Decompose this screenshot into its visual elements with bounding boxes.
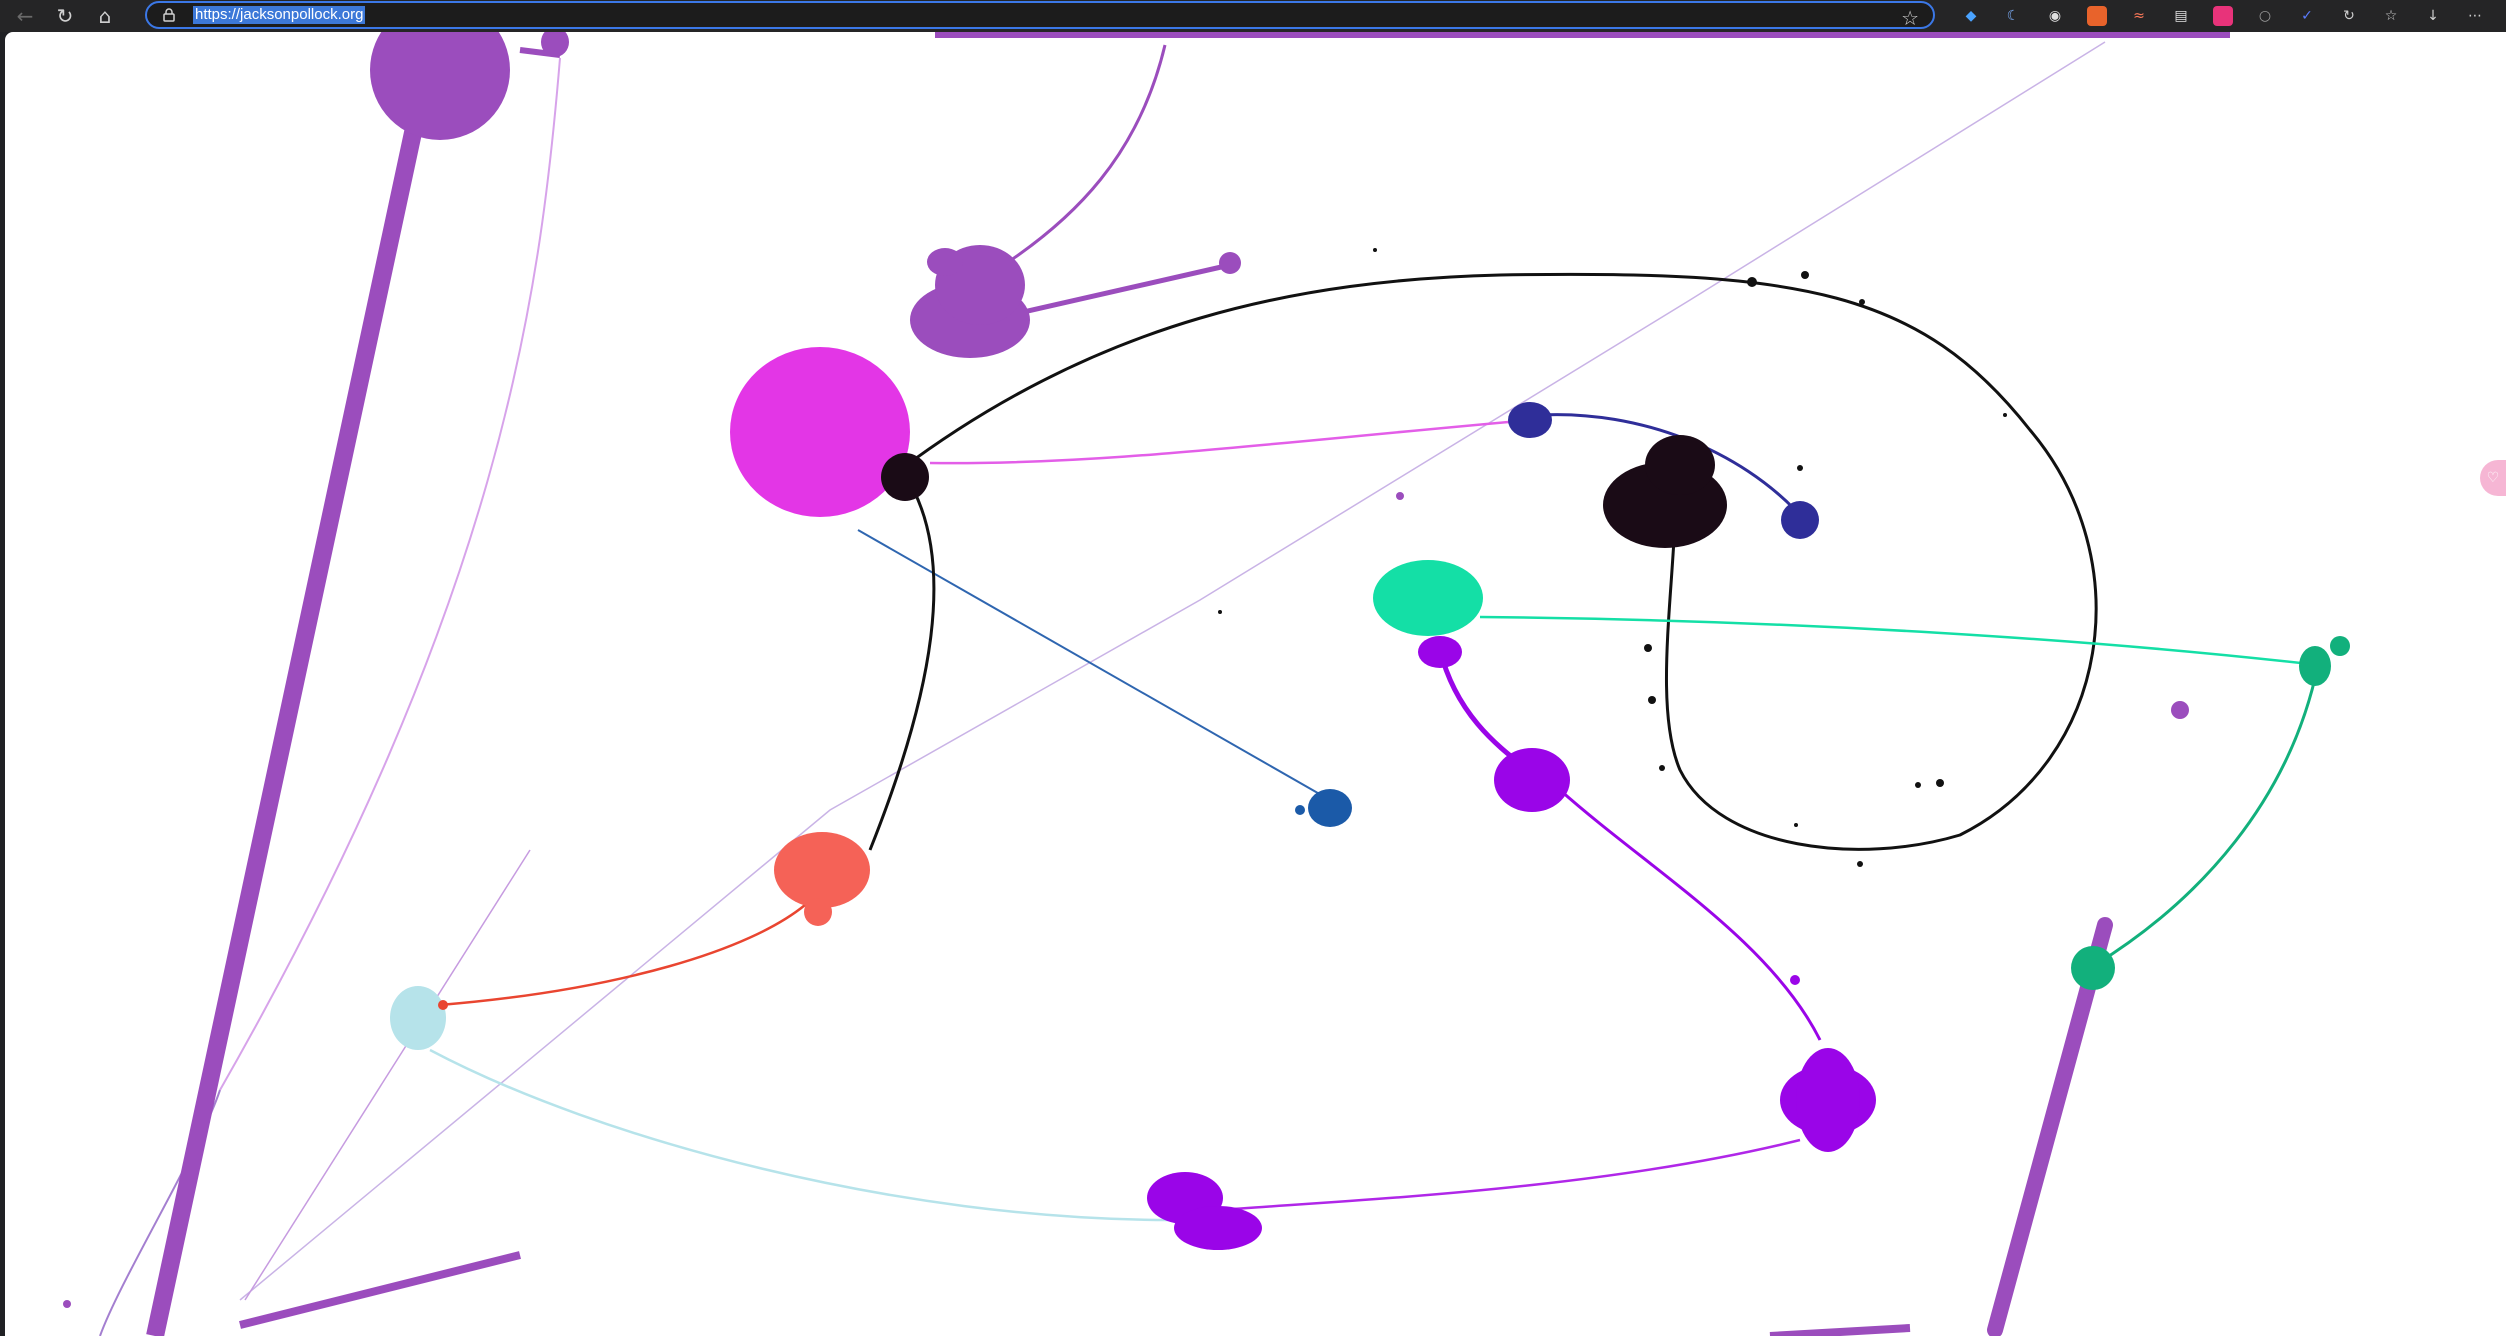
paint-drip: [244, 849, 531, 1301]
star-icon[interactable]: ☆: [1901, 6, 1919, 30]
paint-blob: [1796, 1048, 1860, 1152]
lock-icon[interactable]: [161, 7, 177, 23]
back-button[interactable]: ←: [10, 2, 40, 30]
paint-drip: [239, 41, 2106, 1301]
paint-blob: [2071, 946, 2115, 990]
paint-blob: [1308, 789, 1352, 827]
crescent-extension-icon[interactable]: ☾: [2006, 8, 2020, 24]
side-panel-badge[interactable]: ♡: [2480, 460, 2506, 496]
paint-blob: [804, 898, 832, 926]
paint-blob: [390, 986, 446, 1050]
paint-artwork[interactable]: [5, 32, 2506, 1336]
paint-blob: [541, 32, 569, 57]
paint-blob: [1219, 252, 1241, 274]
paint-drip: [929, 418, 1531, 465]
favorites-icon[interactable]: ☆: [2384, 8, 2398, 24]
checkmark-extension-icon[interactable]: ✓: [2301, 8, 2313, 24]
paint-drip: [1009, 262, 1231, 318]
photo-extension-icon[interactable]: [2213, 6, 2233, 26]
paint-stroke: [1987, 917, 2113, 1336]
document-extension-icon[interactable]: ▤: [2174, 8, 2188, 24]
paint-stroke: [1769, 1324, 1911, 1336]
paint-blob: [1373, 560, 1483, 636]
paint-blob: [927, 248, 963, 276]
paint-drip: [2094, 664, 2320, 967]
paint-drip: [899, 272, 2098, 851]
paint-blob: [1508, 402, 1552, 438]
paint-blob: [1494, 748, 1570, 812]
paint-blob: [730, 347, 910, 517]
back-arrow-icon: ←: [16, 4, 34, 28]
paint-blob: [1396, 492, 1404, 500]
paint-drip: [857, 529, 1331, 801]
refresh-button[interactable]: ↻: [50, 2, 80, 30]
browser-toolbar: ← ↻ ⌂ https://jacksonpollock.org ☆ ◆ ☾ ◉…: [0, 0, 2506, 32]
paint-blob: [2299, 646, 2331, 686]
lock-extension-icon[interactable]: ○: [2258, 8, 2272, 24]
paint-blob: [1781, 501, 1819, 539]
address-bar[interactable]: https://jacksonpollock.org ☆: [145, 1, 1935, 30]
paint-drip: [868, 474, 936, 851]
paint-blob: [881, 453, 929, 501]
paint-drip: [1559, 788, 1822, 1041]
gem-extension-icon[interactable]: ◆: [1965, 8, 1977, 24]
painting-canvas[interactable]: ♡: [5, 32, 2506, 1336]
home-button[interactable]: ⌂: [90, 2, 120, 30]
signature-extension-icon[interactable]: ≈: [2133, 8, 2145, 24]
heart-icon: ♡: [2486, 470, 2500, 486]
firefox-extension-icon[interactable]: [2087, 6, 2107, 26]
paint-stroke: [146, 98, 429, 1336]
extensions-bar: ◆ ☾ ◉ ≈ ▤ ○ ✓ ↻ ☆ ↓ ⋯: [1950, 0, 2496, 32]
paint-drip: [1479, 615, 2319, 667]
paint-drip: [429, 1048, 1171, 1222]
paint-blob: [63, 1300, 71, 1308]
paint-drip: [219, 57, 561, 1091]
more-menu-icon[interactable]: ⋯: [2468, 8, 2482, 24]
refresh-icon: ↻: [56, 4, 74, 28]
paint-blob: [438, 1000, 448, 1010]
paint-splatter: [1218, 248, 2007, 867]
paint-blob: [370, 32, 510, 140]
paint-stroke: [239, 1251, 521, 1329]
paint-blob: [774, 832, 870, 908]
paint-blob: [1174, 1206, 1262, 1250]
paint-blob: [1790, 975, 1800, 985]
paint-drip: [979, 44, 1167, 282]
paint-blob: [1418, 636, 1462, 668]
home-icon: ⌂: [98, 4, 112, 28]
shield-extension-icon[interactable]: ◉: [2048, 8, 2062, 24]
paint-blob: [1645, 435, 1715, 495]
paint-blob: [2330, 636, 2350, 656]
sync-icon[interactable]: ↻: [2343, 8, 2355, 24]
paint-drip: [439, 904, 806, 1007]
downloads-icon[interactable]: ↓: [2427, 8, 2439, 24]
url-text[interactable]: https://jacksonpollock.org: [193, 6, 366, 24]
paint-blob: [1295, 805, 1305, 815]
paint-drip: [1219, 1138, 1801, 1212]
paint-blob: [2171, 701, 2189, 719]
